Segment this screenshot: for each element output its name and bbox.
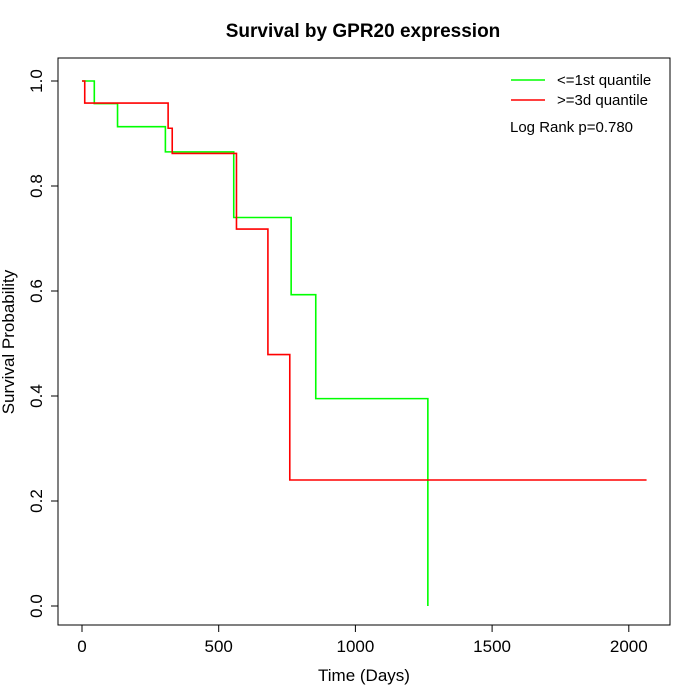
y-tick-label: 0.4	[27, 384, 46, 408]
y-tick-label: 0.0	[27, 594, 46, 618]
plot-frame	[57, 57, 671, 626]
y-axis-label: Survival Probability	[0, 269, 18, 414]
x-tick-label: 0	[77, 637, 86, 656]
legend-label: >=3d quantile	[557, 92, 648, 109]
log-rank-annotation: Log Rank p=0.780	[510, 119, 633, 136]
x-tick-label: 1000	[336, 637, 374, 656]
chart-title: Survival by GPR20 expression	[226, 21, 501, 42]
series-layer	[82, 80, 647, 606]
y-tick-label: 0.2	[27, 489, 46, 513]
y-tick-label: 0.6	[27, 279, 46, 303]
y-tick-label: 0.8	[27, 174, 46, 198]
series-line-1	[82, 80, 429, 606]
y-tick-label: 1.0	[27, 69, 46, 93]
x-tick-label: 500	[205, 637, 233, 656]
legend: <=1st quantile >=3d quantile	[511, 72, 651, 109]
x-axis-label: Time (Days)	[318, 666, 410, 685]
axes: 0 500 1000 1500 2000 0.0 0.2 0.4 0.6 0.8 1.0	[27, 69, 648, 656]
x-tick-label: 1500	[473, 637, 511, 656]
legend-label: <=1st quantile	[557, 72, 651, 89]
x-tick-label: 2000	[610, 637, 648, 656]
series-line-2	[82, 80, 647, 481]
